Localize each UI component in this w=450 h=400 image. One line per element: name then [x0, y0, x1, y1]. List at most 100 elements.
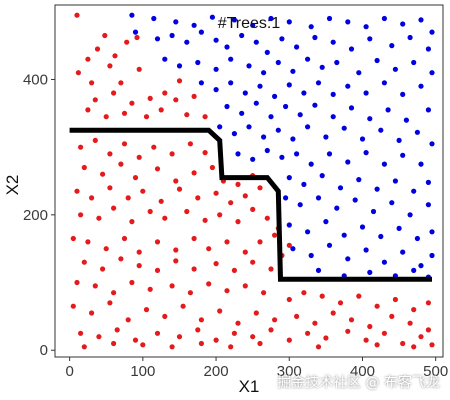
data-point-series1-70 — [264, 215, 270, 221]
data-point-series2-19 — [169, 32, 175, 39]
data-point-series2-132 — [414, 235, 420, 242]
data-point-series1-22 — [158, 107, 164, 113]
data-point-series1-112 — [337, 300, 344, 306]
data-point-series1-77 — [154, 239, 161, 245]
data-point-series1-115 — [392, 296, 398, 303]
x-tick-label-0: 0 — [65, 363, 73, 380]
data-point-series1-79 — [191, 235, 197, 242]
data-point-series1-128 — [253, 310, 259, 316]
data-point-series1-52 — [158, 198, 164, 204]
data-point-series2-12 — [363, 24, 369, 30]
data-point-series2-37 — [176, 63, 183, 69]
y-tick-label-400: 400 — [23, 71, 48, 88]
data-point-series1-164 — [257, 340, 263, 347]
points-layer — [70, 12, 435, 350]
data-point-series1-67 — [217, 212, 223, 218]
data-point-series2-50 — [392, 66, 398, 72]
data-point-series2-35 — [425, 46, 431, 52]
data-point-series2-72 — [283, 103, 289, 110]
data-point-series2-51 — [411, 59, 417, 66]
data-point-series2-55 — [228, 80, 234, 86]
data-point-series2-22 — [213, 37, 219, 43]
data-point-series1-0 — [74, 12, 80, 18]
x-tick-label-400: 400 — [350, 363, 375, 380]
data-point-series1-133 — [348, 317, 355, 323]
data-point-series2-63 — [345, 83, 351, 89]
data-point-series1-35 — [202, 150, 208, 156]
data-point-series2-39 — [213, 66, 219, 72]
data-point-series2-110 — [337, 185, 344, 191]
data-point-series1-99 — [92, 283, 98, 289]
chart-title: #Trees:1 — [218, 15, 281, 32]
data-point-series1-7 — [134, 34, 140, 41]
data-point-series2-52 — [429, 70, 435, 76]
data-point-series2-41 — [246, 63, 252, 69]
data-point-series1-75 — [121, 235, 128, 242]
data-point-series1-117 — [425, 300, 431, 306]
data-point-series1-129 — [272, 317, 278, 323]
data-point-series2-86 — [290, 136, 296, 142]
data-point-series2-66 — [400, 91, 406, 97]
data-point-series1-88 — [118, 256, 124, 262]
x-tick-label-300: 300 — [277, 363, 302, 380]
data-point-series1-101 — [129, 279, 135, 286]
data-point-series2-64 — [363, 90, 369, 96]
data-point-series2-114 — [411, 188, 417, 194]
data-point-series2-101 — [326, 151, 333, 157]
data-point-series1-60 — [96, 215, 102, 221]
data-point-series1-16 — [162, 90, 168, 96]
data-point-series2-38 — [195, 59, 201, 66]
data-point-series2-81 — [217, 124, 223, 130]
data-point-series2-87 — [305, 124, 311, 130]
data-point-series2-90 — [359, 136, 366, 142]
data-point-series1-124 — [180, 303, 186, 309]
data-point-series1-108 — [261, 290, 267, 296]
data-point-series2-91 — [378, 127, 384, 133]
y-tick-label-200: 200 — [23, 207, 48, 224]
data-point-series1-103 — [169, 283, 175, 289]
data-point-series2-142 — [429, 252, 435, 259]
data-point-series1-90 — [154, 267, 161, 273]
data-point-series1-45 — [235, 181, 241, 187]
data-point-series1-40 — [154, 166, 161, 172]
data-point-series2-46 — [319, 64, 325, 70]
data-point-series1-14 — [129, 100, 135, 106]
data-point-series2-78 — [385, 107, 391, 113]
data-point-series2-113 — [392, 178, 398, 184]
data-point-series2-107 — [286, 175, 292, 181]
data-point-series2-47 — [334, 59, 340, 66]
data-point-series1-152 — [345, 328, 351, 334]
data-point-series1-85 — [286, 242, 292, 248]
data-point-series2-31 — [348, 46, 355, 52]
data-point-series2-42 — [261, 70, 267, 76]
data-point-series1-49 — [107, 185, 113, 191]
data-point-series2-126 — [305, 229, 311, 235]
data-point-series2-21 — [198, 29, 204, 35]
data-point-series2-53 — [198, 80, 204, 86]
data-point-series1-96 — [268, 266, 274, 272]
data-point-series2-119 — [334, 205, 340, 211]
data-point-series2-83 — [246, 124, 252, 130]
data-point-series2-24 — [239, 32, 245, 39]
data-point-series1-6 — [124, 39, 130, 45]
data-point-series2-89 — [341, 125, 347, 131]
data-point-series1-127 — [235, 320, 241, 326]
data-point-series1-158 — [81, 344, 87, 350]
x-tick-label-100: 100 — [130, 363, 155, 380]
data-point-series1-142 — [154, 330, 161, 336]
data-point-series2-109 — [319, 173, 325, 179]
data-point-series2-4 — [209, 14, 215, 20]
data-point-series2-77 — [367, 116, 373, 122]
data-point-series1-4 — [102, 32, 108, 39]
data-point-series1-110 — [301, 290, 307, 296]
data-point-series2-70 — [253, 100, 259, 106]
data-point-series2-92 — [396, 137, 402, 143]
data-point-series1-166 — [374, 342, 380, 348]
data-point-series1-87 — [100, 266, 106, 272]
data-point-series2-20 — [184, 39, 190, 45]
data-point-series1-21 — [143, 114, 150, 120]
data-point-series1-165 — [315, 344, 322, 350]
data-point-series2-68 — [224, 103, 230, 110]
data-point-series2-133 — [429, 229, 435, 235]
data-point-series1-141 — [132, 337, 139, 343]
